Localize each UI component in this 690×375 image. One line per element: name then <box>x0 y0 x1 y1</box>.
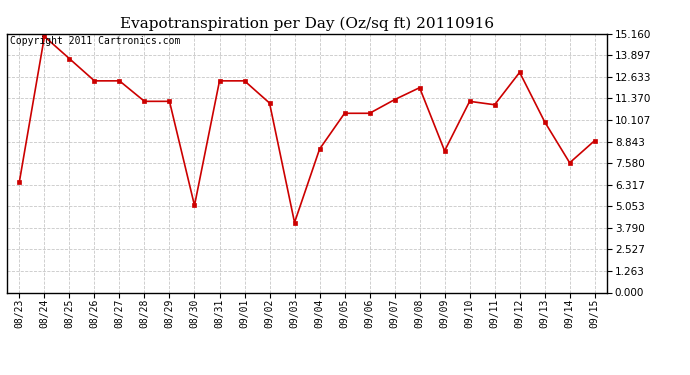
Title: Evapotranspiration per Day (Oz/sq ft) 20110916: Evapotranspiration per Day (Oz/sq ft) 20… <box>120 17 494 31</box>
Text: Copyright 2011 Cartronics.com: Copyright 2011 Cartronics.com <box>10 36 180 46</box>
